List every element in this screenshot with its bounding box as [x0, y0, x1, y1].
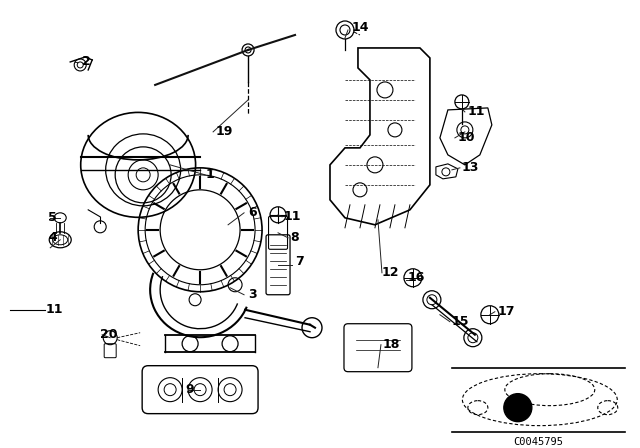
Text: 17: 17 — [498, 305, 515, 318]
Text: 6: 6 — [248, 207, 257, 220]
Text: C0045795: C0045795 — [513, 437, 563, 447]
Text: 3: 3 — [248, 288, 257, 301]
Circle shape — [504, 394, 532, 422]
Text: 1: 1 — [205, 168, 214, 181]
Text: 4: 4 — [48, 231, 57, 244]
Text: 8: 8 — [290, 231, 299, 244]
Text: 11: 11 — [468, 105, 485, 118]
Text: 18: 18 — [383, 338, 401, 351]
Text: 14: 14 — [352, 22, 369, 34]
Text: 10: 10 — [458, 131, 476, 144]
Text: 19: 19 — [215, 125, 232, 138]
Text: 20: 20 — [100, 328, 118, 341]
Text: 7: 7 — [295, 255, 304, 268]
Text: 15: 15 — [452, 315, 469, 328]
Text: 16: 16 — [408, 271, 426, 284]
Text: 11: 11 — [45, 303, 63, 316]
Text: 11: 11 — [284, 210, 301, 223]
Text: 12: 12 — [382, 266, 399, 279]
Text: 13: 13 — [462, 161, 479, 174]
Text: 5: 5 — [48, 211, 57, 224]
Text: 2: 2 — [82, 56, 91, 69]
Text: 9: 9 — [185, 383, 194, 396]
